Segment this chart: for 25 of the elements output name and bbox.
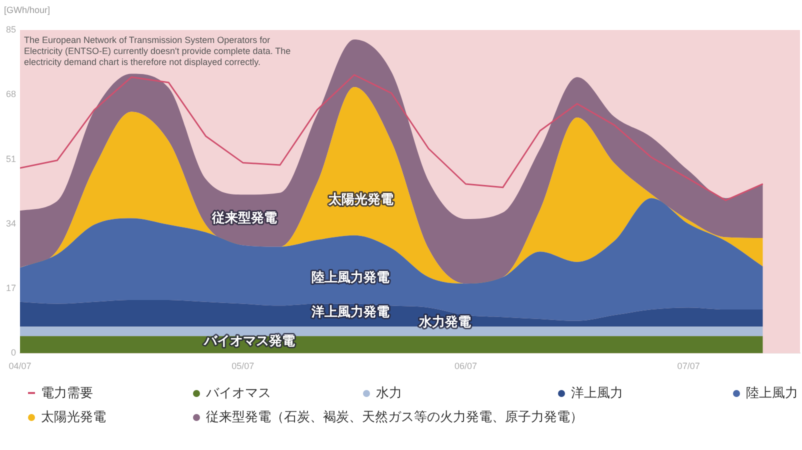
legend-label: 陸上風力 <box>746 385 798 402</box>
x-tick-label: 05/07 <box>232 361 254 372</box>
y-tick-label: 0 <box>10 348 16 358</box>
annotation: 水力発電 <box>418 314 472 330</box>
y-tick-label: 17 <box>6 283 16 294</box>
annotation: 陸上風力発電 <box>312 270 390 286</box>
annotation: 太陽光発電 <box>327 192 394 208</box>
legend-label: 太陽光発電 <box>41 409 106 426</box>
y-tick-label: 51 <box>6 154 16 164</box>
x-tick-label: 06/07 <box>454 361 477 372</box>
legend-label: バイオマス <box>206 385 271 402</box>
x-tick-label: 04/07 <box>8 361 32 372</box>
legend-label: 水力 <box>376 385 402 402</box>
y-tick-label: 85 <box>6 24 16 34</box>
x-tick-label: 07/07 <box>677 361 700 372</box>
legend-label: 電力需要 <box>41 385 93 402</box>
y-axis-title: [GWh/hour] <box>4 4 50 15</box>
y-tick-label: 68 <box>6 89 16 100</box>
band-label: The European Network of Transmission System Operators for Electricity (ENTSO-E) currently doesn't provide complete data. The electricity demand chart is therefore not displayed correctly. <box>24 34 291 67</box>
annotation: バイオマス発電 <box>202 334 295 349</box>
y-tick-label: 34 <box>6 218 16 228</box>
annotation: 従来型発電 <box>211 210 278 226</box>
legend-label: 従来型発電（石炭、褐炭、天然ガス等の火力発電、原子力発電） <box>206 409 583 426</box>
annotation: 洋上風力発電 <box>310 304 390 320</box>
legend-label: 洋上風力 <box>571 385 623 402</box>
